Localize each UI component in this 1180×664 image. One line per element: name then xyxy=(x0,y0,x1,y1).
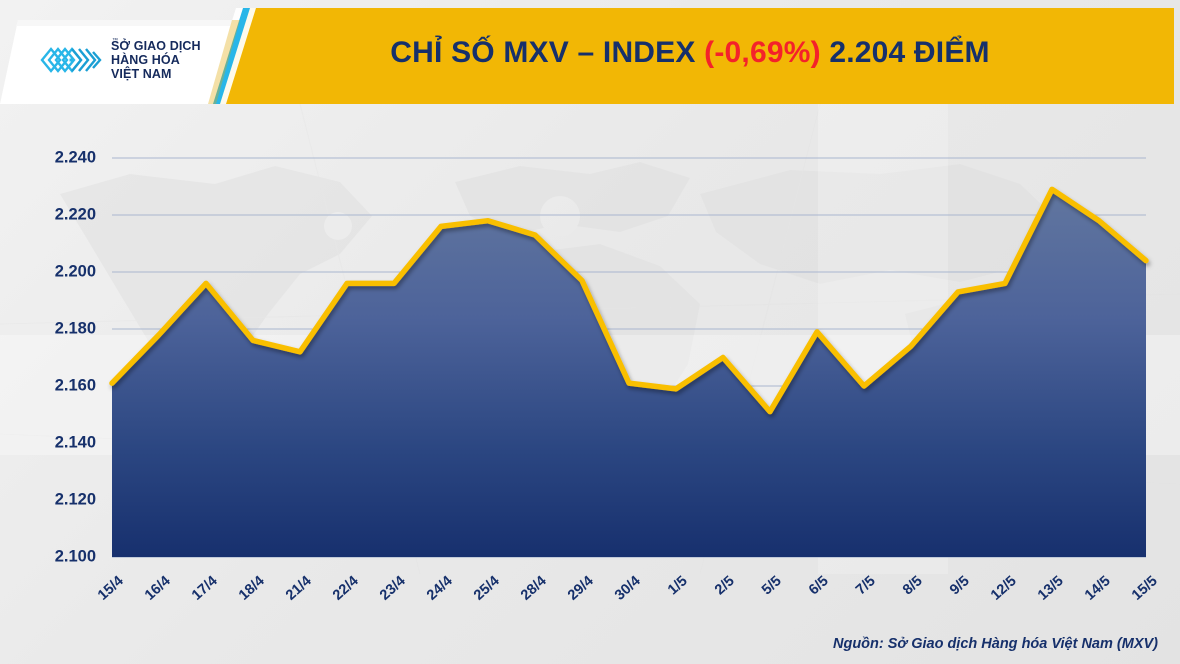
y-axis-label: 2.140 xyxy=(54,433,96,452)
title-suffix: 2.204 ĐIỂM xyxy=(820,36,990,69)
title-change-pct: (-0,69%) xyxy=(704,36,821,69)
y-axis-label: 2.240 xyxy=(54,148,96,167)
logo-text-line3: VIỆT NAM xyxy=(111,67,172,81)
y-axis-label: 2.200 xyxy=(54,262,96,281)
logo-text-line1: SỞ GIAO DỊCH xyxy=(111,39,201,53)
chart-area-fill xyxy=(112,189,1146,557)
y-axis-label: 2.220 xyxy=(54,205,96,224)
y-axis-label: 2.180 xyxy=(54,319,96,338)
mxv-logo: SỞ GIAO DỊCH HÀNG HÓA VIỆT NAM ™ xyxy=(24,24,220,96)
logo-text-line2: HÀNG HÓA xyxy=(111,53,180,67)
y-axis-label: 2.120 xyxy=(54,490,96,509)
chart-line xyxy=(109,186,1149,415)
y-axis-label: 2.100 xyxy=(54,547,96,566)
mxv-chevron-logo-icon xyxy=(40,47,102,73)
title-prefix: CHỈ SỐ MXV – INDEX xyxy=(390,36,705,69)
source-attribution: Nguồn: Sở Giao dịch Hàng hóa Việt Nam (M… xyxy=(833,636,1158,652)
y-axis-label: 2.160 xyxy=(54,376,96,395)
page-title: CHỈ SỐ MXV – INDEX (-0,69%) 2.204 ĐIỂM xyxy=(250,36,1130,70)
logo-trademark-symbol: ™ xyxy=(112,38,118,44)
